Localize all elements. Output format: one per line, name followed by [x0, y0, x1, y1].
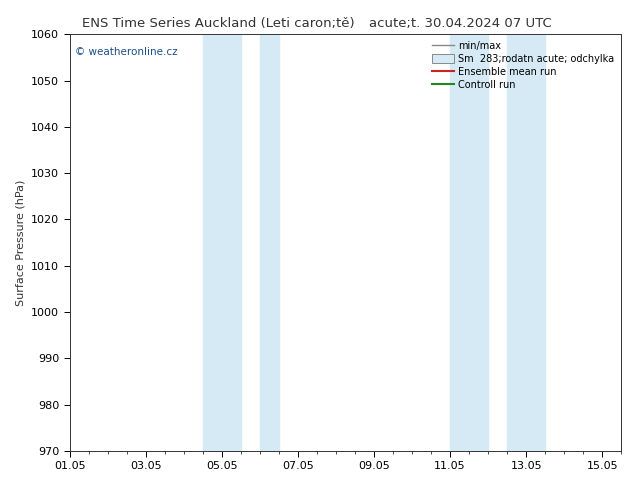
- Bar: [260, 34, 279, 451]
- Text: acute;t. 30.04.2024 07 UTC: acute;t. 30.04.2024 07 UTC: [369, 17, 552, 30]
- Bar: [203, 34, 241, 451]
- Bar: [507, 34, 545, 451]
- Y-axis label: Surface Pressure (hPa): Surface Pressure (hPa): [16, 179, 25, 306]
- Legend: min/max, Sm  283;rodatn acute; odchylka, Ensemble mean run, Controll run: min/max, Sm 283;rodatn acute; odchylka, …: [430, 39, 616, 92]
- Text: ENS Time Series Auckland (Leti caron;tě): ENS Time Series Auckland (Leti caron;tě): [82, 17, 355, 30]
- Bar: [450, 34, 488, 451]
- Text: © weatheronline.cz: © weatheronline.cz: [75, 47, 178, 57]
